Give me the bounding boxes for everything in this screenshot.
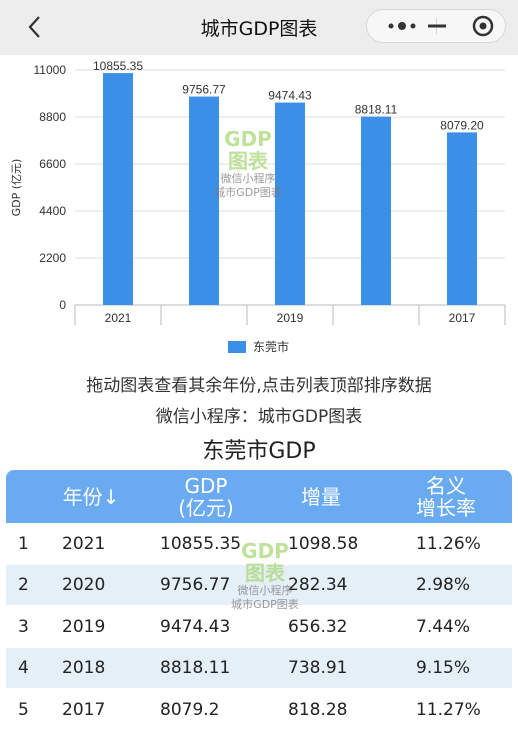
bar: [189, 96, 219, 306]
table-title: 东莞市GDP: [202, 439, 316, 464]
x-tick-label: 2017: [449, 311, 476, 325]
row-gdp: 9756.77: [160, 575, 231, 595]
bar-value-label: 10855.35: [93, 59, 143, 73]
table-row[interactable]: 3 2019 9474.43 656.32 7.44%: [6, 607, 512, 647]
row-rate: 9.15%: [416, 658, 471, 678]
back-arrow-icon[interactable]: [22, 14, 48, 40]
row-index: 2: [18, 575, 29, 595]
bar-value-label: 9756.77: [182, 83, 226, 97]
table-row[interactable]: 4 2018 8818.11 738.91 9.15%: [6, 648, 512, 688]
row-increase: 738.91: [288, 658, 348, 678]
gdp-bar-chart[interactable]: 0 2200 4400 6600 8800 11000 GDP (亿元) 10855.35 20…: [0, 55, 518, 365]
row-rate: 11.27%: [416, 700, 481, 720]
y-tick-label: 2200: [39, 251, 66, 265]
mini-program-capsule: [366, 9, 506, 43]
increase-sort-header[interactable]: 增量: [276, 470, 366, 523]
more-dots-icon[interactable]: [377, 10, 427, 42]
mini-program-hint: 微信小程序：城市GDP图表: [155, 407, 363, 427]
bar: [447, 132, 477, 305]
y-tick-label: 8800: [39, 110, 66, 124]
page-title: 城市GDP图表: [200, 18, 318, 40]
y-tick-label: 11000: [34, 63, 67, 77]
year-header-label: 年份↓: [62, 484, 120, 509]
row-increase: 818.28: [288, 700, 348, 720]
legend-label: 东莞市: [253, 339, 289, 354]
row-gdp: 8079.2: [160, 700, 220, 720]
rate-header-line1: 名义: [426, 473, 466, 498]
table-row[interactable]: 5 2017 8079.2 818.28 11.27%: [6, 690, 512, 730]
rate-header-line2: 增长率: [416, 495, 476, 520]
row-index: 4: [18, 658, 29, 678]
gdp-header-line1: GDP: [184, 473, 228, 498]
row-rate: 7.44%: [416, 617, 471, 637]
bar-value-label: 8079.20: [440, 118, 484, 132]
row-gdp: 10855.35: [160, 534, 242, 554]
row-year: 2021: [62, 534, 106, 554]
row-year: 2019: [62, 617, 106, 637]
legend-swatch: [228, 341, 246, 353]
row-year: 2017: [62, 700, 106, 720]
row-index: 5: [18, 700, 29, 720]
increase-header-label: 增量: [301, 484, 341, 509]
row-year: 2018: [62, 658, 106, 678]
y-tick-label: 4400: [39, 204, 66, 218]
gdp-sort-header[interactable]: GDP (亿元): [156, 470, 256, 523]
close-target-icon[interactable]: [463, 10, 503, 42]
rate-sort-header[interactable]: 名义 增长率: [396, 470, 496, 523]
y-tick-label: 0: [59, 298, 66, 312]
row-rate: 11.26%: [416, 534, 481, 554]
row-index: 3: [18, 617, 29, 637]
x-tick-label: 2021: [105, 311, 132, 325]
y-axis-title: GDP (亿元): [10, 159, 23, 217]
table-row[interactable]: 2 2020 9756.77 282.34 2.98%: [6, 565, 512, 605]
bar-value-label: 8818.11: [355, 103, 398, 117]
y-tick-label: 6600: [39, 157, 66, 171]
row-rate: 2.98%: [416, 575, 471, 595]
minimize-icon[interactable]: [417, 10, 457, 42]
row-index: 1: [18, 534, 29, 554]
bar: [103, 73, 133, 306]
table-header: 年份↓ GDP (亿元) 增量 名义 增长率: [6, 470, 512, 523]
bar: [275, 102, 305, 305]
row-increase: 1098.58: [288, 534, 359, 554]
row-gdp: 9474.43: [160, 617, 231, 637]
table-row[interactable]: 1 2021 10855.35 1098.58 11.26%: [6, 524, 512, 564]
bar: [361, 116, 391, 306]
row-increase: 656.32: [288, 617, 348, 637]
bar-value-label: 9474.43: [268, 89, 312, 103]
gdp-header-line2: (亿元): [178, 495, 234, 520]
nav-bar: 城市GDP图表: [0, 0, 518, 55]
row-gdp: 8818.11: [160, 658, 231, 678]
row-increase: 282.34: [288, 575, 348, 595]
x-tick-label: 2019: [277, 311, 304, 325]
drag-hint: 拖动图表查看其余年份,点击列表顶部排序数据: [86, 376, 432, 396]
year-sort-header[interactable]: 年份↓: [46, 470, 136, 523]
row-year: 2020: [62, 575, 106, 595]
